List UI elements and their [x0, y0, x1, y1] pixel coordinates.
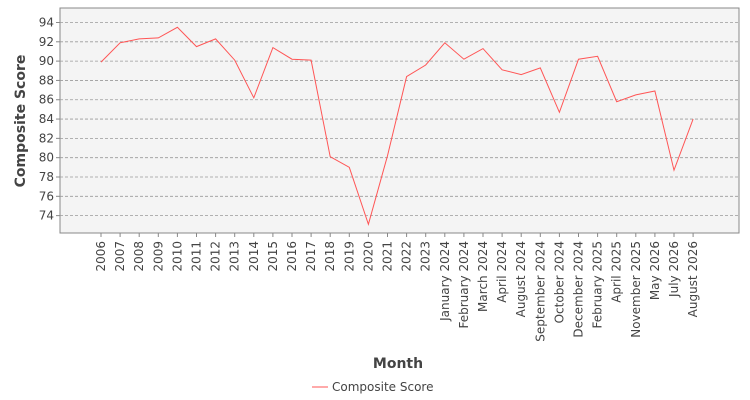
x-tick-label: February 2025	[591, 241, 605, 329]
series-line-0	[100, 26, 694, 227]
x-tick-label: 2021	[381, 241, 395, 272]
x-tick-label: 2022	[400, 241, 414, 272]
x-tick-label: 2019	[342, 241, 356, 272]
x-tick-label: January 2024	[438, 241, 452, 322]
y-tick-label: 94	[39, 15, 54, 29]
gridlines	[60, 22, 739, 217]
x-tick-label: 2013	[228, 241, 242, 272]
y-tick-label: 74	[39, 209, 54, 223]
x-tick-label: 2014	[247, 241, 261, 272]
x-tick-label: 2011	[190, 241, 204, 272]
x-tick-label: September 2024	[533, 241, 547, 342]
x-tick-label: 2020	[361, 241, 375, 272]
y-tick-label: 86	[39, 93, 54, 107]
y-tick-label: 92	[39, 35, 54, 49]
x-tick-label: April 2024	[495, 241, 509, 303]
x-axis-title: Month	[373, 356, 423, 372]
x-tick-label: 2016	[285, 241, 299, 272]
y-axis-title: Composite Score	[13, 55, 29, 188]
x-tick-label: July 2026	[667, 241, 681, 298]
x-tick-label: December 2024	[572, 241, 586, 338]
y-tick-label: 76	[39, 189, 54, 203]
y-axis-ticks: 74 76 78 80 82 84 86 88 90 92 94	[39, 15, 60, 223]
y-tick-label: 88	[39, 73, 54, 87]
x-tick-label: 2007	[113, 241, 127, 272]
y-tick-label: 84	[39, 112, 54, 126]
series-lines	[100, 26, 694, 227]
x-tick-label: 2006	[94, 241, 108, 272]
x-tick-label: August 2024	[514, 241, 528, 317]
y-tick-label: 90	[39, 54, 54, 68]
legend: Composite Score	[312, 380, 433, 394]
legend-label: Composite Score	[332, 380, 433, 394]
x-tick-label: May 2026	[648, 241, 662, 300]
x-tick-label: August 2026	[686, 241, 700, 317]
x-tick-label: March 2024	[476, 241, 490, 312]
x-tick-label: 2008	[132, 241, 146, 272]
y-tick-label: 78	[39, 170, 54, 184]
x-tick-label: 2012	[209, 241, 223, 272]
x-tick-label: November 2025	[629, 241, 643, 338]
x-tick-label: 2018	[323, 241, 337, 272]
x-tick-label: October 2024	[552, 241, 566, 323]
y-tick-label: 82	[39, 131, 54, 145]
x-tick-label: 2009	[151, 241, 165, 272]
x-tick-label: 2010	[170, 241, 184, 272]
y-tick-label: 80	[39, 151, 54, 165]
x-tick-label: 2017	[304, 241, 318, 272]
x-axis-ticks: 2006 2007 2008 2009 2010 2011 2012 2013 2014 2015…	[94, 233, 700, 342]
x-tick-label: 2015	[266, 241, 280, 272]
x-tick-label: February 2024	[457, 241, 471, 329]
x-tick-label: April 2025	[610, 241, 624, 303]
plot-area	[59, 7, 740, 234]
x-tick-label: 2023	[419, 241, 433, 272]
